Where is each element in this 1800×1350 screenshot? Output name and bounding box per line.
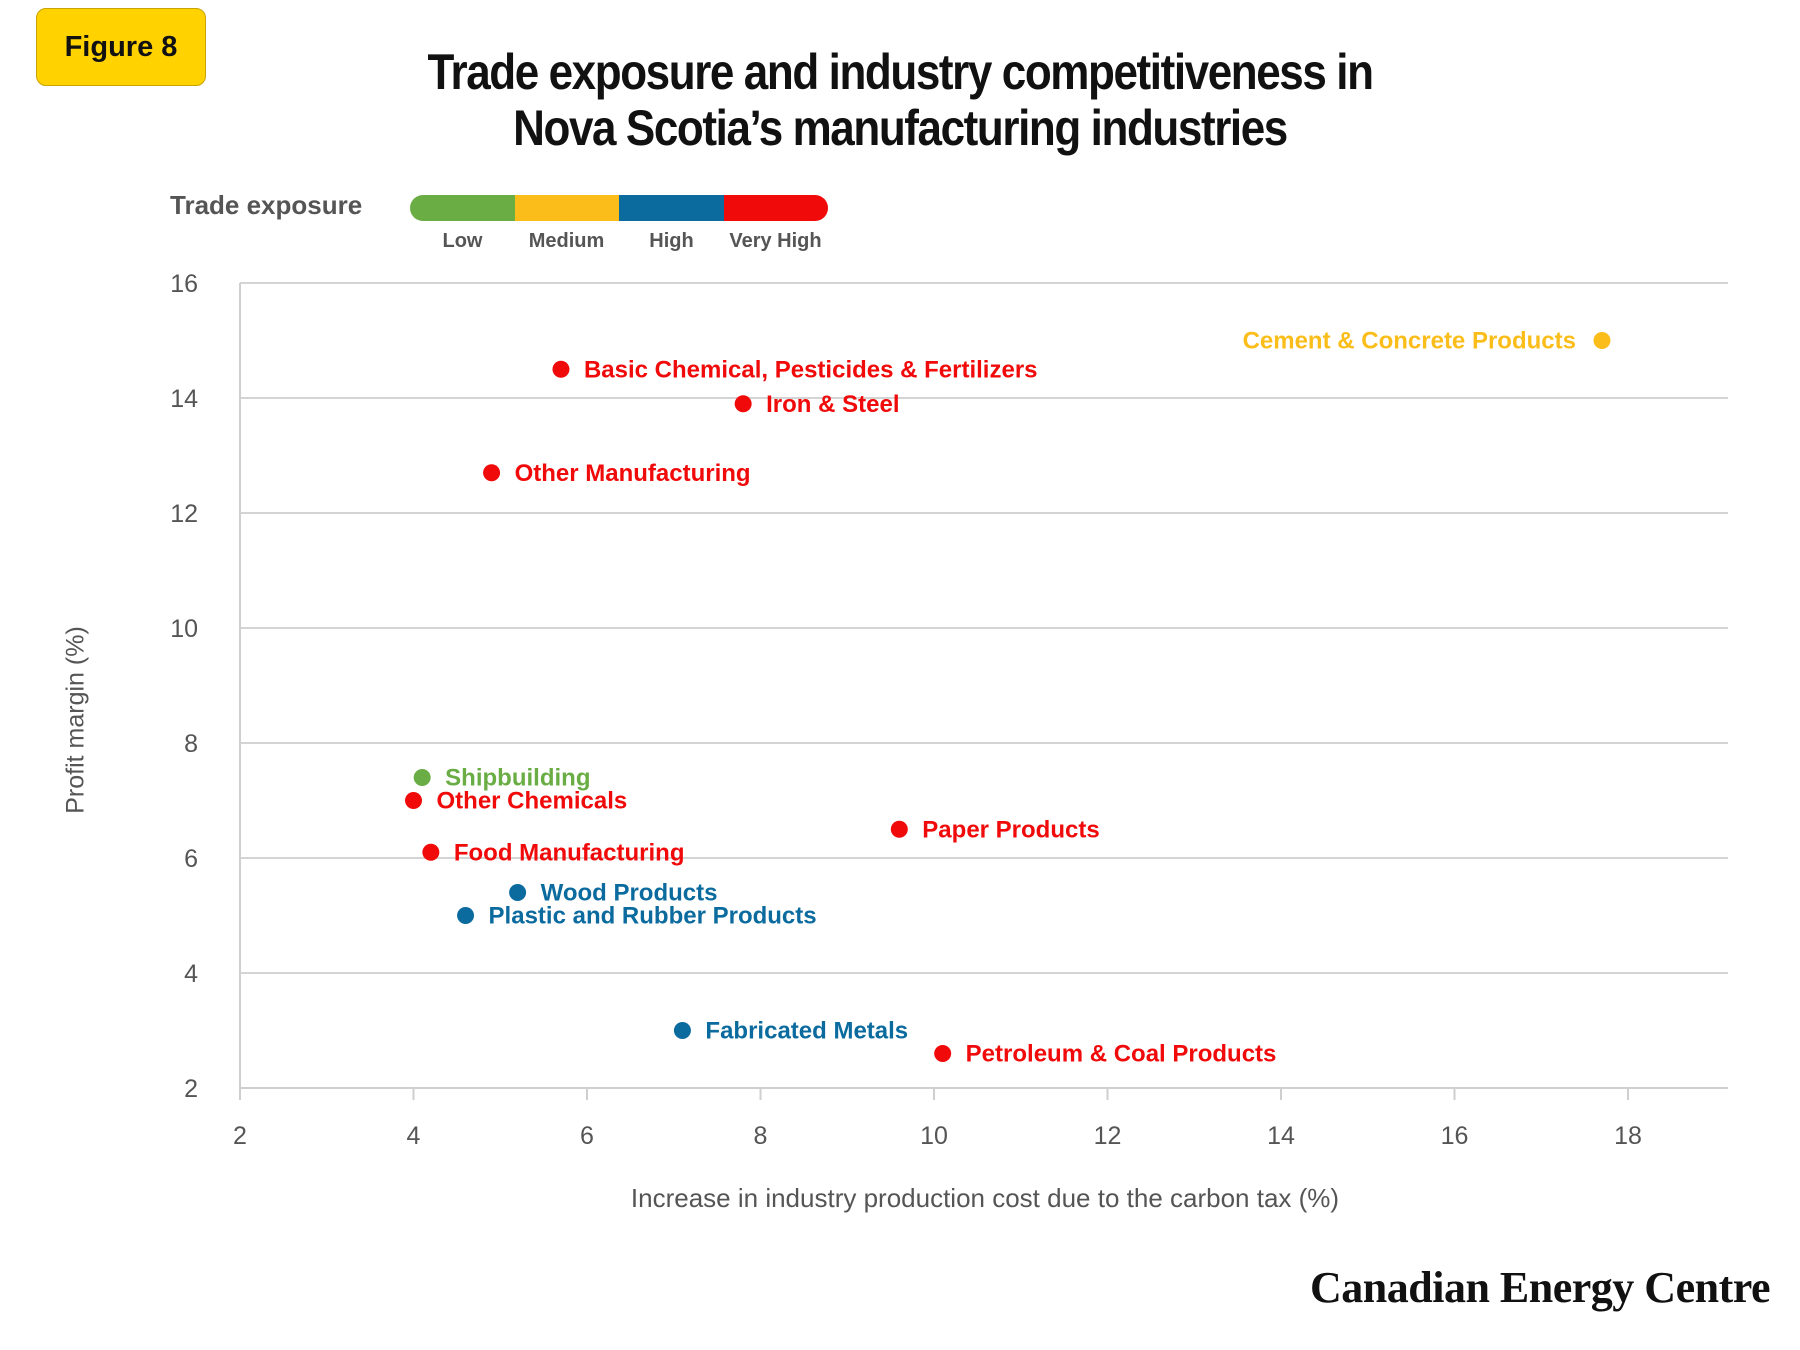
x-tick-label-2: 2: [233, 1122, 247, 1150]
x-tick-label-8: 8: [754, 1122, 768, 1150]
y-tick-label-2: 2: [184, 1075, 198, 1103]
y-tick-label-12: 12: [170, 500, 198, 528]
y-tick-label-14: 14: [170, 385, 198, 413]
point-paper-products: [890, 820, 908, 838]
point-food-manufacturing: [422, 843, 440, 861]
point-basic-chemical-pesticides-fertilizers: [552, 360, 570, 378]
point-wood-products: [509, 884, 527, 901]
point-label-wood-products: Wood Products: [541, 880, 718, 907]
point-label-fabricated-metals: Fabricated Metals: [705, 1018, 908, 1045]
legend-swatch-high: [619, 195, 724, 221]
legend-swatch-very-high: [723, 195, 828, 221]
x-tick-label-4: 4: [407, 1122, 421, 1150]
axes: [239, 283, 1728, 1100]
x-axis-label: Increase in industry production cost due…: [630, 1183, 1340, 1213]
gridlines: [240, 282, 1728, 1089]
legend-swatch-medium: [514, 195, 619, 221]
point-label-other-manufacturing: Other Manufacturing: [515, 460, 751, 487]
point-plastic-and-rubber-products: [457, 907, 475, 924]
x-tick-labels: 2 4 6 8 10 12 14 16 18: [233, 1122, 1642, 1150]
y-axis-label: Profit margin (%): [61, 626, 90, 814]
y-tick-label-4: 4: [184, 960, 198, 988]
y-tick-label-8: 8: [184, 730, 198, 758]
point-label-plastic-and-rubber-products: Plastic and Rubber Products: [489, 903, 817, 930]
point-iron-steel: [734, 395, 752, 413]
y-tick-label-6: 6: [184, 845, 198, 873]
x-tick-label-18: 18: [1614, 1122, 1642, 1150]
y-tick-labels: 2 4 6 8 10 12 14 16: [170, 270, 198, 1103]
y-tick-label-10: 10: [170, 615, 198, 643]
point-shipbuilding: [413, 769, 431, 786]
legend-label-low: Low: [442, 230, 483, 252]
point-label-iron-steel: Iron & Steel: [766, 391, 899, 418]
x-tick-label-16: 16: [1441, 1122, 1469, 1150]
x-tick-label-10: 10: [920, 1122, 948, 1150]
point-petroleum-coal-products: [934, 1045, 952, 1062]
legend-label-medium: Medium: [528, 230, 605, 252]
point-label-other-chemicals: Other Chemicals: [437, 788, 628, 815]
point-label-cement-concrete-products: Cement & Concrete Products: [1243, 328, 1576, 355]
legend-title: Trade exposure: [170, 190, 363, 220]
publisher-logo: Canadian Energy Centre: [1310, 1263, 1770, 1312]
legend-color-bar: [410, 195, 828, 221]
y-tick-label-16: 16: [170, 270, 198, 298]
point-label-paper-products: Paper Products: [922, 816, 1099, 843]
point-other-manufacturing: [483, 464, 501, 482]
legend-swatch-low: [410, 195, 515, 221]
point-other-chemicals: [405, 792, 422, 809]
data-points: Cement & Concrete Products Basic Chemical…: [405, 328, 1611, 1068]
chart-title-line-2: Nova Scotia’s manufacturing industries: [513, 100, 1288, 156]
chart-title: Trade exposure and industry competitiven…: [354, 44, 1445, 156]
legend-label-very-high: Very High: [729, 230, 822, 252]
point-label-basic-chemical-pesticides-fertilizers: Basic Chemical, Pesticides & Fertilizers: [584, 356, 1038, 383]
point-label-food-manufacturing: Food Manufacturing: [454, 839, 685, 866]
point-label-petroleum-coal-products: Petroleum & Coal Products: [966, 1041, 1277, 1068]
legend-label-high: High: [649, 230, 694, 252]
x-tick-label-12: 12: [1094, 1122, 1122, 1150]
point-label-shipbuilding: Shipbuilding: [445, 765, 590, 792]
chart-title-line-1: Trade exposure and industry competitiven…: [427, 44, 1374, 100]
point-cement-concrete-products: [1593, 332, 1611, 349]
x-tick-label-14: 14: [1267, 1122, 1295, 1150]
point-fabricated-metals: [673, 1022, 691, 1039]
figure-badge: Figure 8: [36, 8, 206, 86]
x-tick-label-6: 6: [580, 1122, 594, 1150]
